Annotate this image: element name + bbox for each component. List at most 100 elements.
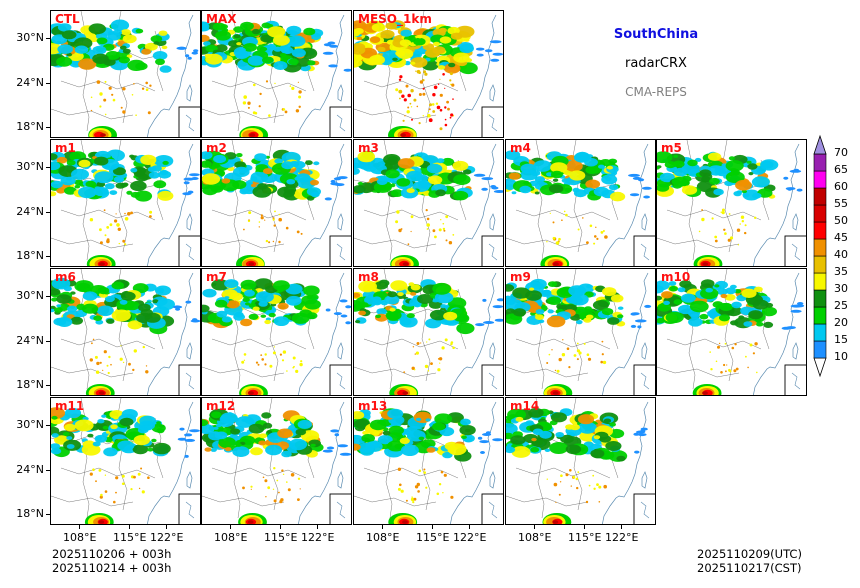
colorbar-level-label: 55 (834, 197, 848, 210)
echo-cell (415, 70, 417, 72)
echo-cell (705, 287, 713, 293)
echo-cell (565, 444, 582, 455)
echo-cell (70, 291, 76, 295)
echo-cell (389, 183, 396, 188)
echo-cell (104, 295, 115, 303)
echo-cell (253, 83, 256, 87)
echo-cell (387, 408, 404, 419)
echo-cell (476, 53, 484, 57)
echo-cell (373, 181, 392, 193)
echo-cell (570, 485, 572, 487)
echo-cell (428, 338, 431, 341)
echo-cell (388, 425, 404, 436)
echo-cell (389, 307, 396, 312)
echo-cell (264, 219, 266, 221)
echo-cell (92, 468, 95, 471)
echo-cell (176, 46, 187, 50)
colorbar-level-label: 35 (834, 265, 848, 278)
echo-cell (417, 35, 423, 39)
taiwan-outline (792, 213, 799, 231)
panel-label: m13 (358, 399, 388, 413)
echo-cell (260, 216, 264, 220)
echo-cell (600, 231, 604, 234)
echo-cell (442, 222, 445, 225)
echo-cell (657, 295, 662, 301)
echo-cell (106, 318, 115, 324)
echo-cell (118, 56, 130, 64)
echo-cell (258, 221, 261, 223)
echo-cell (444, 118, 447, 121)
echo-cell (110, 19, 130, 32)
echo-cell (106, 226, 110, 229)
echo-cell (396, 178, 411, 187)
colorbar-level-label: 60 (834, 180, 848, 193)
echo-cell (432, 282, 452, 295)
coastline (298, 143, 345, 266)
echo-cell (726, 364, 728, 366)
echo-cell (108, 86, 112, 90)
echo-cell (442, 73, 445, 76)
lon-tick-label: 122°E (453, 531, 487, 544)
echo-cell (410, 215, 414, 219)
echo-cell (266, 43, 277, 50)
echo-cell (439, 108, 443, 112)
echo-cell (576, 320, 583, 325)
colorbar-segment (813, 340, 827, 359)
echo-cell (94, 156, 109, 166)
echo-cell (243, 43, 257, 52)
echo-cell (565, 213, 568, 217)
colorbar (813, 134, 827, 378)
echo-cell (456, 322, 475, 335)
colorbar-level-label: 30 (834, 282, 848, 295)
echo-cell (297, 477, 301, 480)
echo-cell (187, 190, 194, 194)
echo-cell (66, 305, 78, 313)
echo-cell (185, 300, 192, 304)
echo-cell (358, 160, 374, 170)
echo-cell (552, 221, 555, 224)
echo-cell (688, 317, 703, 327)
echo-cell (115, 213, 117, 215)
echo-cell (221, 316, 232, 323)
province-border (354, 495, 437, 507)
echo-cell (410, 57, 428, 68)
echo-cell (528, 408, 544, 418)
colorbar-level-label: 50 (834, 214, 848, 227)
echo-cell (129, 154, 135, 158)
lon-tick (584, 525, 585, 529)
echo-cell (260, 34, 274, 43)
echo-cell (756, 371, 758, 374)
echo-cell (610, 294, 624, 303)
echo-cell (360, 302, 369, 308)
echo-cell (242, 486, 245, 490)
echo-cell (555, 241, 560, 245)
echo-cell (184, 454, 189, 458)
echo-cell (64, 423, 76, 431)
echo-cell (593, 186, 610, 197)
echo-cell (441, 157, 455, 166)
echo-cell (112, 98, 116, 102)
echo-cell (202, 419, 209, 427)
coastline (147, 14, 194, 137)
echo-cell (548, 184, 564, 194)
echo-cell (189, 173, 200, 177)
echo-cell (717, 288, 728, 295)
echo-cell (51, 415, 58, 420)
panel-label: m11 (55, 399, 85, 413)
echo-cell (358, 280, 377, 293)
inset-box (784, 235, 806, 266)
coastline (147, 401, 194, 524)
echo-cell (592, 474, 595, 477)
echo-cell (141, 48, 151, 55)
echo-cell (578, 421, 597, 434)
echo-cell (748, 310, 763, 320)
echo-cell (398, 228, 402, 233)
echo-cell (354, 185, 366, 194)
echo-cell (609, 422, 616, 427)
echo-cell (463, 38, 470, 42)
echo-cell (78, 186, 97, 199)
echo-cell (127, 59, 146, 71)
echo-cell (377, 435, 393, 445)
echo-cell (262, 56, 274, 64)
echo-cell (57, 23, 72, 32)
